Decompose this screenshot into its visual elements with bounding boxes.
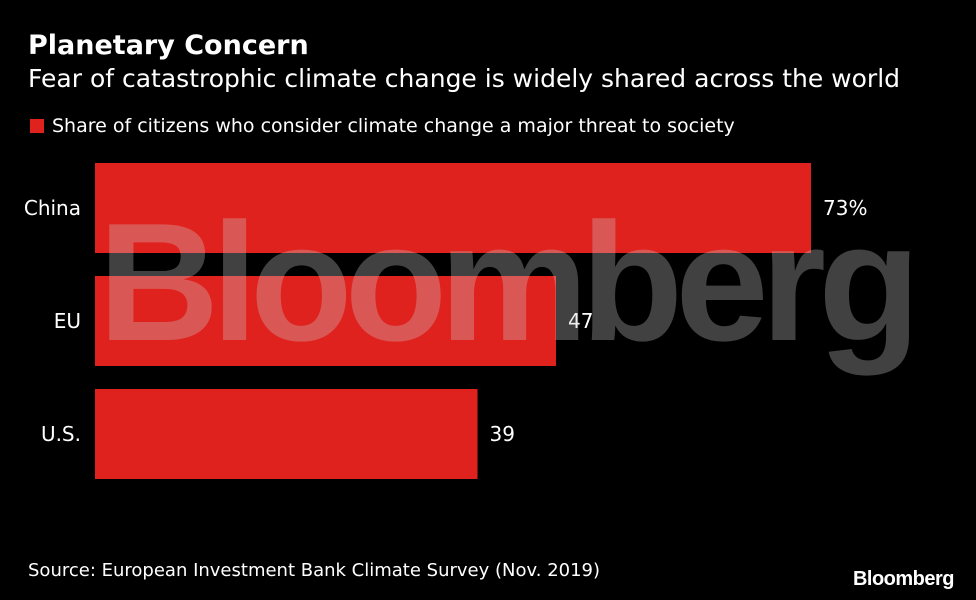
bar-china [95,163,811,253]
source-note: Source: European Investment Bank Climate… [28,560,601,581]
bloomberg-watermark: Bloomberg [98,188,913,376]
legend-label: Share of citizens who consider climate c… [52,115,735,137]
value-label: 39 [490,422,515,446]
value-label: 73% [823,196,867,220]
chart-subtitle: Fear of catastrophic climate change is w… [28,64,901,93]
category-label: China [24,196,81,220]
category-label: U.S. [41,422,81,446]
category-label: EU [54,309,81,333]
value-label: 47 [568,309,593,333]
bar-eu [95,276,556,366]
legend: Share of citizens who consider climate c… [30,115,735,137]
value-labels: 73% 47 39 [490,196,868,446]
bar-u-s [95,389,478,479]
legend-swatch [30,119,44,133]
bars-layer [95,163,811,479]
bloomberg-logo: Bloomberg [852,568,955,590]
chart-title: Planetary Concern [28,30,309,61]
category-labels: China EU U.S. [24,196,81,446]
